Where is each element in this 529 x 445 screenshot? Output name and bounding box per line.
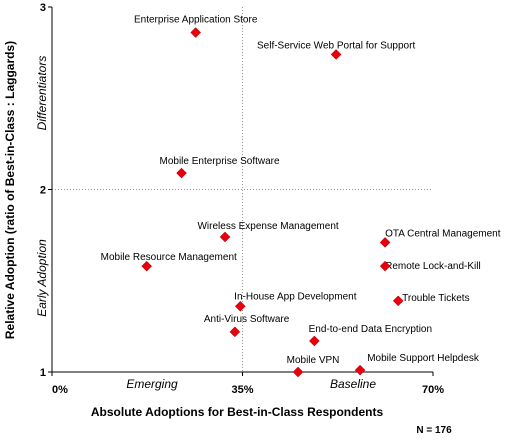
y-zone-label-early-adoption: Early Adoption	[35, 239, 49, 317]
data-point-label: Mobile Resource Management	[101, 252, 237, 263]
y-axis-title: Relative Adoption (ratio of Best-in-Clas…	[3, 41, 17, 339]
data-point	[234, 300, 246, 312]
x-tick-label: 35%	[231, 384, 253, 396]
label-layer: Enterprise Application Store Self-Service…	[101, 15, 501, 366]
y-tick-label: 3	[40, 2, 46, 14]
data-point	[308, 335, 320, 347]
data-point	[229, 326, 241, 338]
data-point	[379, 237, 391, 248]
data-point	[176, 167, 187, 179]
grid-layer	[52, 7, 433, 372]
data-point-label: End-to-end Data Encryption	[309, 324, 432, 335]
point-layer	[141, 27, 404, 378]
x-zone-label-baseline: Baseline	[330, 377, 376, 391]
data-point	[330, 49, 342, 60]
data-point-label: Mobile VPN	[287, 355, 340, 366]
data-point	[292, 366, 304, 378]
data-point	[354, 364, 366, 376]
x-tick-label: 70%	[422, 384, 444, 396]
data-point	[190, 27, 202, 38]
data-point-label: In-House App Development	[234, 291, 357, 302]
x-tick-label: 0%	[52, 384, 68, 396]
data-point	[379, 260, 391, 272]
data-point-label: Mobile Support Helpdesk	[367, 353, 480, 364]
data-point-label: OTA Central Management	[385, 228, 501, 239]
data-point-label: Self-Service Web Portal for Support	[257, 40, 415, 51]
data-point	[141, 260, 153, 272]
y-tick-label: 1	[40, 367, 46, 379]
x-zone-label-emerging: Emerging	[126, 377, 178, 391]
y-tick-label: 2	[40, 185, 46, 197]
data-point-label: Wireless Expense Management	[197, 221, 338, 232]
sample-size-note: N = 176	[416, 425, 452, 436]
data-point-label: Enterprise Application Store	[134, 15, 258, 26]
data-point	[392, 295, 404, 307]
data-point	[219, 231, 231, 243]
data-point-label: Anti-Virus Software	[204, 314, 290, 325]
axis-layer: 1 2 3 0% 35% 70% Emerging Baseline Early Adoptio…	[3, 2, 452, 436]
data-point-label: Trouble Tickets	[402, 293, 469, 304]
data-point-label: Remote Lock-and-Kill	[385, 261, 481, 272]
x-axis-title: Absolute Adoptions for Best-in-Class Res…	[91, 405, 384, 419]
y-zone-label-differentiators: Differentiators	[35, 56, 49, 131]
data-point-label: Mobile Enterprise Software	[160, 156, 280, 167]
